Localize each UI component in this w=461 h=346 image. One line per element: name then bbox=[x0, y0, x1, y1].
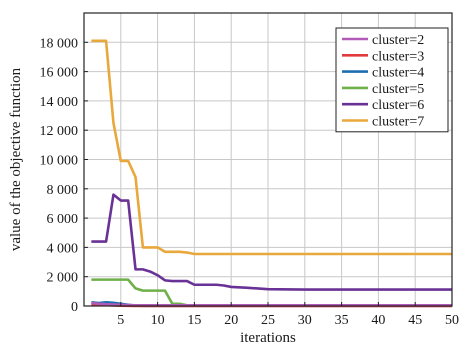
x-tick-label: 40 bbox=[371, 313, 385, 328]
x-tick-label: 5 bbox=[117, 313, 124, 328]
x-tick-label: 30 bbox=[298, 313, 312, 328]
legend-entry: cluster=3 bbox=[372, 49, 424, 64]
y-tick-label: 14 000 bbox=[40, 95, 79, 110]
y-tick-label: 16 000 bbox=[40, 66, 79, 81]
legend-box bbox=[335, 27, 449, 133]
legend-entry: cluster=4 bbox=[372, 66, 424, 81]
series-line-cluster-5 bbox=[91, 278, 452, 307]
series-line-cluster-2 bbox=[91, 301, 452, 307]
y-axis-label: value of the objective function bbox=[8, 67, 24, 251]
x-tick-label: 20 bbox=[224, 313, 238, 328]
y-tick-label: 6 000 bbox=[47, 212, 79, 227]
y-tick-label: 0 bbox=[71, 300, 78, 315]
y-tick-label: 10 000 bbox=[40, 154, 79, 169]
x-tick-label: 35 bbox=[335, 313, 349, 328]
y-tick-label: 8 000 bbox=[47, 183, 79, 198]
x-tick-label: 15 bbox=[187, 313, 201, 328]
series-line-cluster-6 bbox=[91, 193, 452, 291]
y-tick-label: 2 000 bbox=[47, 271, 79, 286]
tick-labels: 5 10 15 20 25 30 35 40 45 50 0 2 000 4 000 6 000 8 000… bbox=[40, 36, 460, 328]
legend-entry: cluster=2 bbox=[372, 33, 424, 48]
legend: cluster=2cluster=3cluster=4cluster=5clus… bbox=[335, 27, 449, 133]
y-tick-label: 12 000 bbox=[40, 124, 79, 139]
x-tick-label: 50 bbox=[445, 313, 459, 328]
y-tick-label: 18 000 bbox=[40, 36, 79, 51]
x-tick-label: 25 bbox=[261, 313, 275, 328]
legend-entry: cluster=6 bbox=[372, 98, 424, 113]
legend-entry: cluster=5 bbox=[372, 82, 424, 97]
x-tick-label: 45 bbox=[408, 313, 422, 328]
y-tick-label: 4 000 bbox=[47, 241, 79, 256]
series-line-cluster-7 bbox=[91, 39, 452, 256]
legend-entry: cluster=7 bbox=[372, 115, 424, 130]
x-axis-label: iterations bbox=[240, 330, 296, 346]
x-tick-label: 10 bbox=[151, 313, 165, 328]
